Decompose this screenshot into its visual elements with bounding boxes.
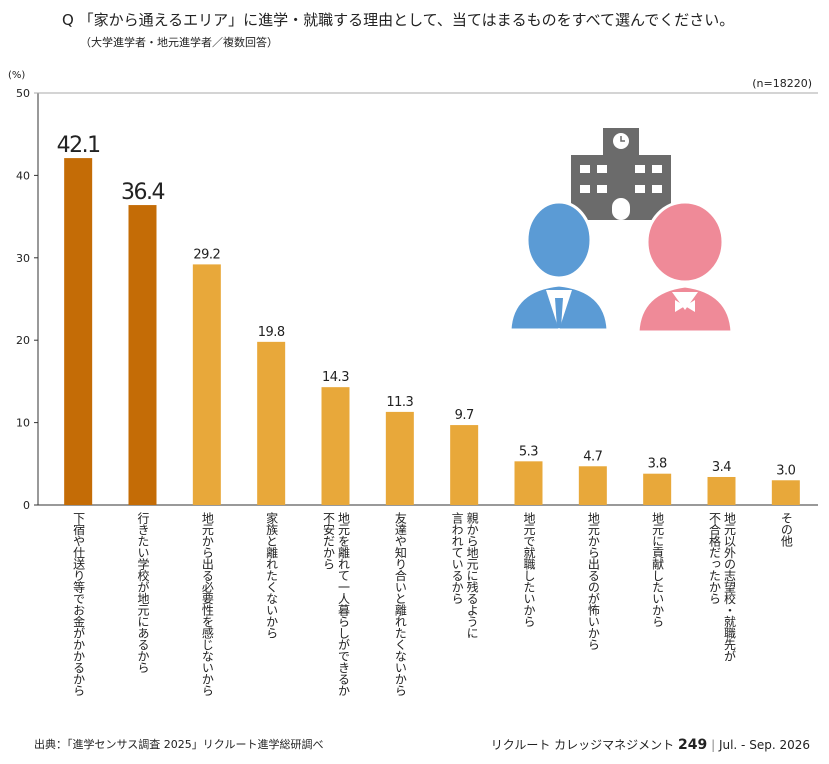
value-label: 11.3 [386, 395, 413, 410]
bar [578, 466, 607, 505]
footer-separator: | [711, 738, 715, 752]
bar [450, 425, 479, 505]
value-label: 3.4 [712, 460, 731, 475]
sample-size: (n=18220) [752, 77, 812, 90]
x-tick-label: 行きたい学校が地元にあるから [136, 512, 150, 673]
x-tick-label: 下宿や仕送り等でお金がかかるから [71, 512, 86, 696]
footer-publication: リクルート カレッジマネジメント [491, 738, 674, 752]
y-tick-label: 30 [16, 252, 30, 265]
value-label: 9.7 [455, 408, 474, 423]
x-tick-label: 家族と離れたくないから [264, 512, 279, 639]
source: 出典：「進学センサス調査 2025」リクルート進学総研調べ [34, 737, 323, 751]
x-tick-label: 地元で就職したいから [522, 512, 536, 627]
value-label: 4.7 [583, 449, 602, 464]
value-label: 14.3 [322, 370, 349, 385]
y-tick-label: 50 [16, 87, 30, 100]
y-tick-label: 20 [16, 334, 30, 347]
value-label: 3.0 [776, 463, 795, 478]
y-tick-label: 10 [16, 417, 30, 430]
x-tick-label: 地元を離れて一人暮らしができるか 不安だから [321, 512, 351, 696]
value-label: 36.4 [121, 180, 164, 205]
bar [514, 461, 543, 505]
illustration [508, 128, 734, 334]
y-unit: (%) [8, 70, 25, 81]
y-tick-label: 40 [16, 169, 30, 182]
bar [321, 387, 350, 505]
bar [64, 158, 93, 505]
y-tick-label: 0 [23, 499, 30, 512]
x-tick-label: 友達や知り合いと離れたくないから [393, 512, 408, 696]
bar [771, 480, 800, 505]
value-label: 29.2 [193, 247, 220, 262]
value-label: 19.8 [258, 325, 285, 340]
footer: リクルート カレッジマネジメント 249 | Jul. - Sep. 2026 [491, 737, 810, 753]
x-tick-label: 地元から出る必要性を感じないから [200, 512, 215, 696]
bar [707, 476, 736, 505]
x-tick-label: 地元に貢献したいから [650, 512, 665, 627]
bar [128, 205, 157, 505]
value-label: 42.1 [57, 133, 100, 158]
value-label: 3.8 [648, 457, 667, 472]
footer-issue: 249 [678, 737, 707, 753]
x-tick-label: 地元以外の志望校・就職先が 不合格だったから [707, 512, 737, 662]
chart-subtitle: （大学進学者・地元進学者／複数回答） [80, 35, 278, 49]
bar [192, 264, 221, 505]
bar [385, 411, 414, 505]
bar [257, 341, 286, 505]
x-tick-label: 地元から出るのが怖いから [586, 512, 601, 650]
x-tick-label: その他 [779, 512, 794, 547]
chart-title: Q 「家から通えるエリア」に進学・就職する理由として、当てはまるものをすべて選ん… [62, 11, 734, 29]
bar [643, 473, 672, 505]
footer-date: Jul. - Sep. 2026 [718, 738, 810, 752]
value-label: 5.3 [519, 444, 538, 459]
x-tick-label: 親から地元に残るように 言われているから [450, 512, 480, 639]
